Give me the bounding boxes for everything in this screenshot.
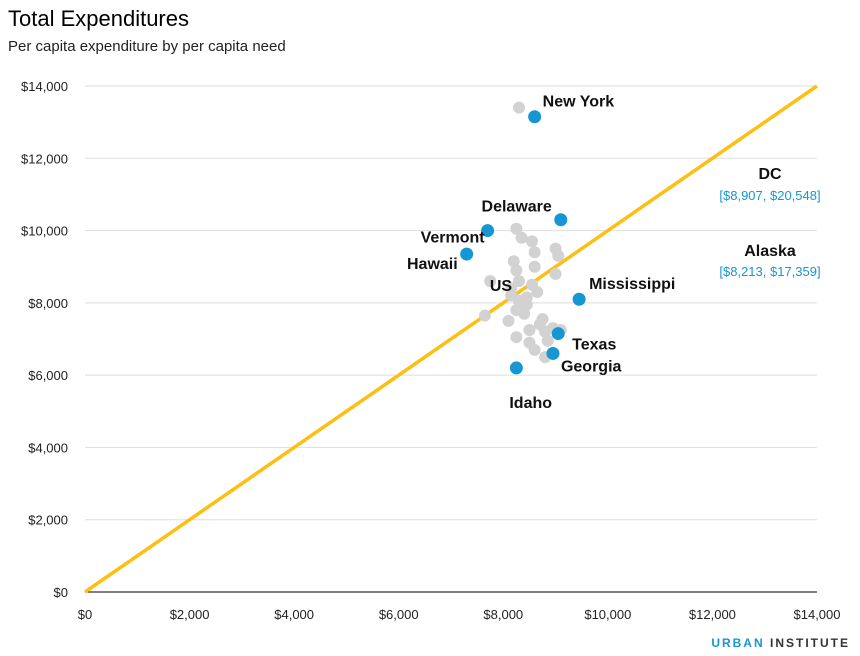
data-point — [515, 231, 528, 244]
axis-ticks: $0 $2,000 $4,000 $6,000 $8,000 $10,000 $12,000… — [21, 79, 841, 622]
label-vermont: Vermont — [421, 230, 486, 247]
point-new-york — [528, 110, 542, 124]
label-texas: Texas — [572, 337, 616, 354]
annotation-dc-label: DC — [758, 166, 782, 183]
data-point — [518, 307, 531, 320]
point-labels: New York Delaware Vermont Hawaii Mississippi… — [407, 94, 675, 412]
off-chart-annotations: DC [$8,907, $20,548] Alaska [$8,213, $17,35… — [719, 166, 820, 279]
y-tick-label: $0 — [54, 585, 68, 600]
annotation-dc-values: [$8,907, $20,548] — [719, 188, 820, 203]
annotation-alaska-values: [$8,213, $17,359] — [719, 264, 820, 279]
data-point — [512, 101, 525, 114]
label-georgia: Georgia — [561, 358, 622, 375]
x-tick-label: $14,000 — [794, 607, 841, 622]
point-mississippi — [572, 292, 586, 306]
data-point — [549, 267, 562, 280]
x-tick-label: $2,000 — [170, 607, 210, 622]
annotation-alaska-label: Alaska — [744, 243, 796, 260]
data-point — [541, 334, 554, 347]
x-tick-label: $6,000 — [379, 607, 419, 622]
y-tick-label: $4,000 — [28, 440, 68, 455]
data-point — [552, 249, 565, 262]
data-point — [528, 343, 541, 356]
data-point — [505, 282, 518, 295]
label-hawaii: Hawaii — [407, 256, 458, 273]
chart-title: Total Expenditures — [8, 6, 189, 31]
data-point — [510, 264, 523, 277]
data-point — [523, 323, 536, 336]
chart-subtitle: Per capita expenditure by per capita nee… — [8, 38, 286, 55]
y-tick-label: $8,000 — [28, 296, 68, 311]
y-tick-label: $12,000 — [21, 151, 68, 166]
y-tick-label: $14,000 — [21, 79, 68, 94]
data-point — [520, 291, 533, 304]
x-tick-label: $0 — [78, 607, 92, 622]
data-point — [512, 275, 525, 288]
data-point — [507, 255, 520, 268]
data-point — [531, 286, 544, 299]
y-tick-label: $10,000 — [21, 224, 68, 239]
label-us: US — [490, 278, 513, 295]
data-point — [528, 246, 541, 259]
data-point — [510, 222, 523, 235]
point-vermont — [481, 224, 495, 238]
data-point — [526, 235, 539, 248]
gridlines — [85, 85, 817, 593]
label-mississippi: Mississippi — [589, 276, 675, 293]
data-point — [502, 314, 515, 327]
highlight-points — [460, 110, 586, 375]
point-texas — [551, 327, 565, 341]
data-point — [478, 309, 491, 322]
x-tick-label: $8,000 — [483, 607, 523, 622]
label-delaware: Delaware — [482, 199, 552, 216]
point-hawaii — [460, 247, 474, 261]
x-tick-label: $10,000 — [584, 607, 631, 622]
other-points — [478, 101, 567, 364]
urban-institute-logo: URBAN INSTITUTE — [711, 636, 850, 650]
y-tick-label: $6,000 — [28, 368, 68, 383]
y-tick-label: $2,000 — [28, 513, 68, 528]
reference-line — [84, 84, 818, 594]
data-point — [484, 275, 497, 288]
point-idaho — [509, 361, 523, 375]
label-new-york: New York — [543, 94, 615, 111]
point-georgia — [546, 346, 560, 360]
point-delaware — [554, 213, 568, 227]
data-point — [528, 260, 541, 273]
x-tick-label: $4,000 — [274, 607, 314, 622]
brand-institute: INSTITUTE — [770, 636, 850, 650]
data-point — [510, 331, 523, 344]
label-idaho: Idaho — [509, 395, 552, 412]
x-tick-label: $12,000 — [689, 607, 736, 622]
brand-urban: URBAN — [711, 636, 765, 650]
